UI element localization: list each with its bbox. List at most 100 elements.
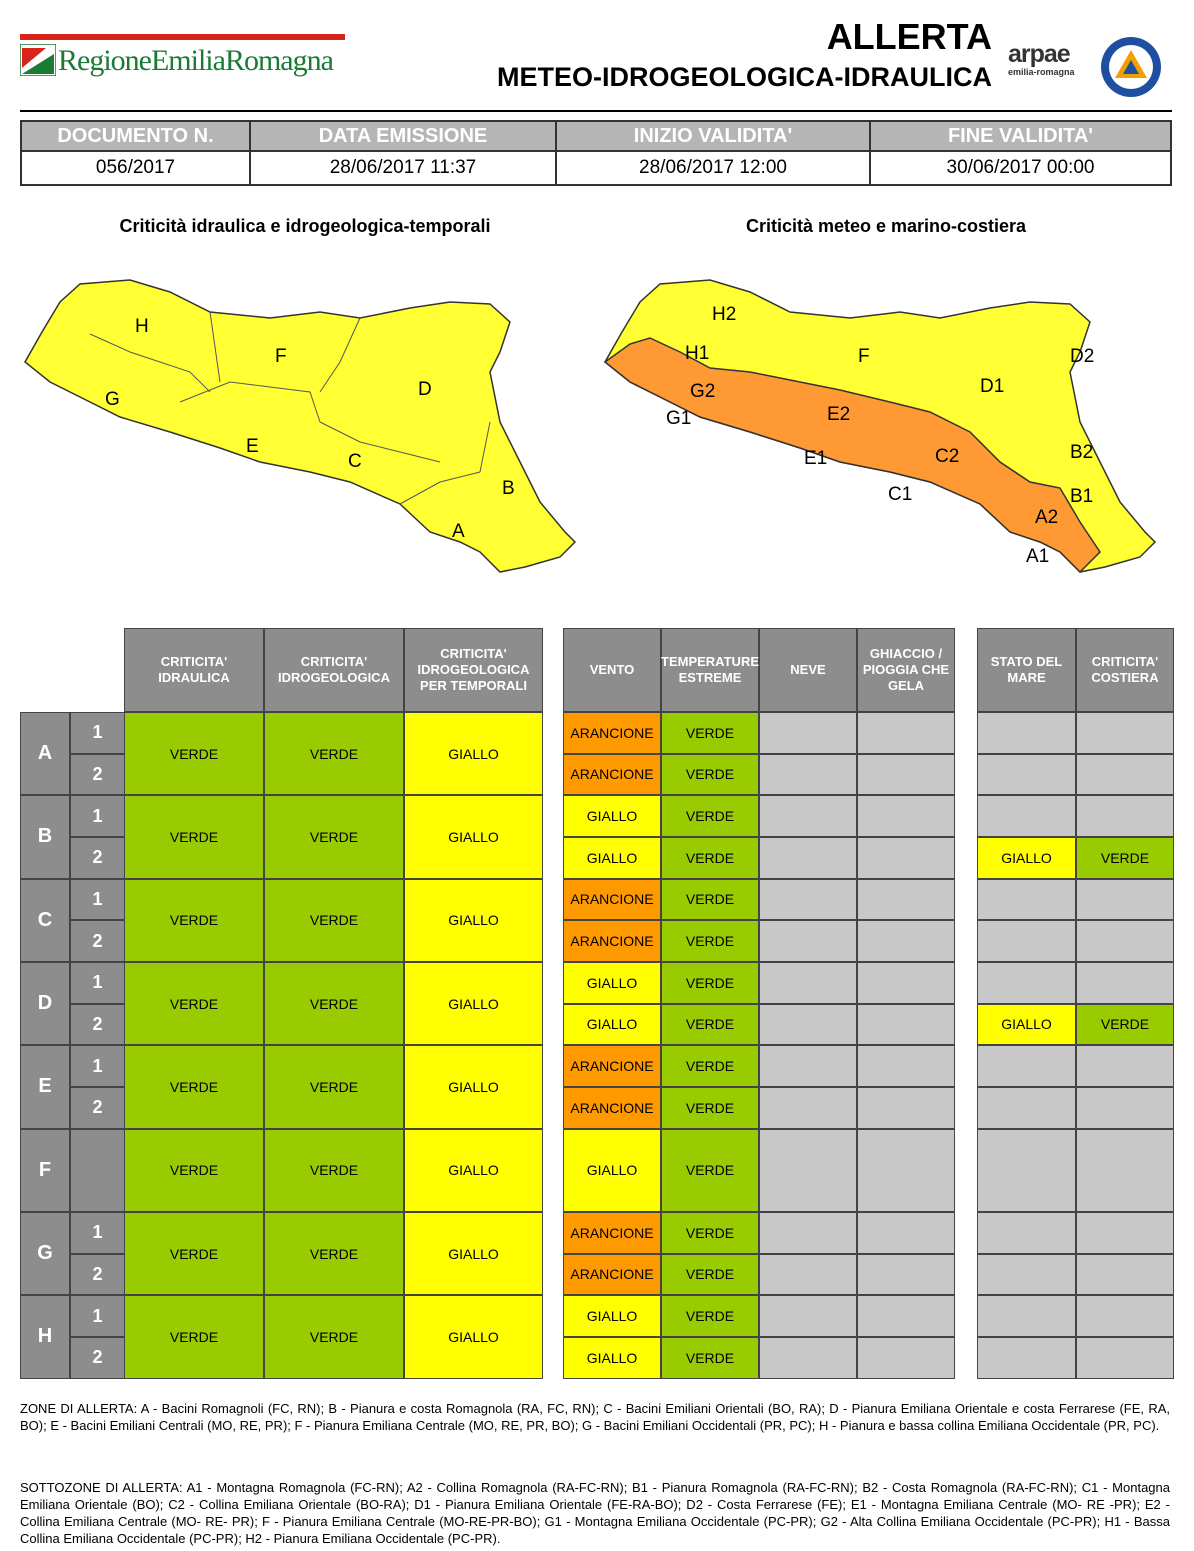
vento-cell: GIALLO	[563, 836, 661, 879]
criticita-costiera-cell	[1076, 1086, 1174, 1129]
stato-mare-cell	[977, 920, 1076, 962]
criticita-idraulica-cell: VERDE	[124, 1045, 264, 1129]
temperature-cell: VERDE	[661, 1211, 759, 1254]
zone-legend: ZONE DI ALLERTA: A - Bacini Romagnoli (F…	[20, 1401, 1170, 1433]
neve-cell	[759, 1086, 857, 1129]
criticita-costiera-cell	[1076, 878, 1174, 921]
temperature-cell: VERDE	[661, 795, 759, 837]
ghiaccio-cell	[857, 795, 955, 837]
map-label: G	[105, 389, 120, 410]
validity-end-header: FINE VALIDITA'	[869, 120, 1172, 152]
criticita-costiera-cell	[1076, 1211, 1174, 1254]
neve-cell	[759, 1211, 857, 1254]
map-right-title: Criticità meteo e marino-costiera	[745, 216, 1027, 236]
temperature-cell: VERDE	[661, 1253, 759, 1296]
stato-mare-cell	[977, 1336, 1076, 1379]
criticita-costiera-cell	[1076, 712, 1174, 754]
temperature-cell: VERDE	[661, 1045, 759, 1087]
subzone-label: 1	[70, 1211, 125, 1254]
header-divider	[20, 110, 1172, 112]
page-title: ALLERTA	[826, 16, 992, 57]
vento-cell: ARANCIONE	[563, 920, 661, 962]
criticita-idraulica-cell: VERDE	[124, 712, 264, 796]
zone-label: E	[20, 1045, 70, 1129]
doc-number-header: DOCUMENTO N.	[20, 120, 251, 152]
subzone-label: 2	[70, 1086, 125, 1129]
emission-date-header: DATA EMISSIONE	[249, 120, 557, 152]
zone-label: H	[20, 1295, 70, 1379]
subzone-label: 2	[70, 1003, 125, 1046]
criticita-costiera-cell	[1076, 1253, 1174, 1296]
criticita-costiera-cell: VERDE	[1076, 1003, 1174, 1046]
map-idraulica: H F G D E C B A	[24, 279, 577, 573]
criticita-costiera-cell	[1076, 1045, 1174, 1087]
zone-label: B	[20, 795, 70, 879]
vento-cell: ARANCIONE	[563, 1211, 661, 1254]
map-label: A1	[1026, 546, 1049, 567]
neve-cell	[759, 1128, 857, 1212]
ghiaccio-cell	[857, 878, 955, 921]
map-label: E2	[827, 404, 850, 425]
temperature-cell: VERDE	[661, 712, 759, 754]
stato-mare-cell	[977, 753, 1076, 796]
criticita-idraulica-cell: VERDE	[124, 1211, 264, 1296]
criticita-temporali-cell: GIALLO	[404, 878, 543, 962]
stato-mare-cell: GIALLO	[977, 836, 1076, 879]
vento-cell: GIALLO	[563, 961, 661, 1004]
map-label: E1	[804, 448, 827, 469]
ghiaccio-cell	[857, 1336, 955, 1379]
neve-cell	[759, 1253, 857, 1296]
neve-cell	[759, 1295, 857, 1337]
column-header: CRITICITA' COSTIERA	[1076, 628, 1174, 712]
criticita-idraulica-cell: VERDE	[124, 1128, 264, 1212]
vento-cell: ARANCIONE	[563, 1045, 661, 1087]
stato-mare-cell	[977, 1211, 1076, 1254]
map-label: F	[275, 346, 287, 367]
stato-mare-cell	[977, 1128, 1076, 1212]
map-label: H	[135, 316, 149, 337]
ghiaccio-cell	[857, 836, 955, 879]
vento-cell: ARANCIONE	[563, 753, 661, 796]
ghiaccio-cell	[857, 1128, 955, 1212]
arpae-region: emilia-romagna	[1008, 67, 1075, 77]
temperature-cell: VERDE	[661, 878, 759, 921]
map-label: G2	[690, 381, 715, 402]
map-label: G1	[666, 408, 691, 429]
criticita-temporali-cell: GIALLO	[404, 1295, 543, 1379]
stato-mare-cell	[977, 712, 1076, 754]
map-label: B2	[1070, 442, 1093, 463]
neve-cell	[759, 836, 857, 879]
ghiaccio-cell	[857, 920, 955, 962]
subzone-label: 2	[70, 920, 125, 962]
criticita-idrogeologica-cell: VERDE	[264, 1295, 404, 1379]
doc-number-value: 056/2017	[20, 150, 251, 186]
neve-cell	[759, 1045, 857, 1087]
stato-mare-cell	[977, 1295, 1076, 1337]
criticita-temporali-cell: GIALLO	[404, 1045, 543, 1129]
vento-cell: ARANCIONE	[563, 878, 661, 921]
criticita-idrogeologica-cell: VERDE	[264, 961, 404, 1046]
column-header: CRITICITA' IDRAULICA	[124, 628, 264, 712]
criticita-costiera-cell	[1076, 920, 1174, 962]
ghiaccio-cell	[857, 961, 955, 1004]
region-outline	[24, 279, 577, 573]
criticita-costiera-cell	[1076, 1336, 1174, 1379]
criticita-idraulica-cell: VERDE	[124, 961, 264, 1046]
arpae-logo: arpae emilia-romagna	[1008, 40, 1090, 77]
logo-text: RegioneEmiliaRomagna	[58, 44, 334, 77]
vento-cell: GIALLO	[563, 795, 661, 837]
neve-cell	[759, 878, 857, 921]
ghiaccio-cell	[857, 1003, 955, 1046]
column-header: VENTO	[563, 628, 661, 712]
temperature-cell: VERDE	[661, 1336, 759, 1379]
temperature-cell: VERDE	[661, 961, 759, 1004]
temperature-cell: VERDE	[661, 1295, 759, 1337]
zone-labels-right: H2 H1 F D2 G2 D1 G1 E2 B2 C2 E1 B1 C1 A2…	[666, 304, 1094, 567]
emission-date-value: 28/06/2017 11:37	[249, 150, 557, 186]
subzone-label: 2	[70, 1253, 125, 1296]
criticita-idrogeologica-cell: VERDE	[264, 878, 404, 962]
arpae-name: arpae	[1008, 40, 1071, 68]
vento-cell: ARANCIONE	[563, 1253, 661, 1296]
subzone-label: 2	[70, 836, 125, 879]
subzone-label: 1	[70, 712, 125, 754]
